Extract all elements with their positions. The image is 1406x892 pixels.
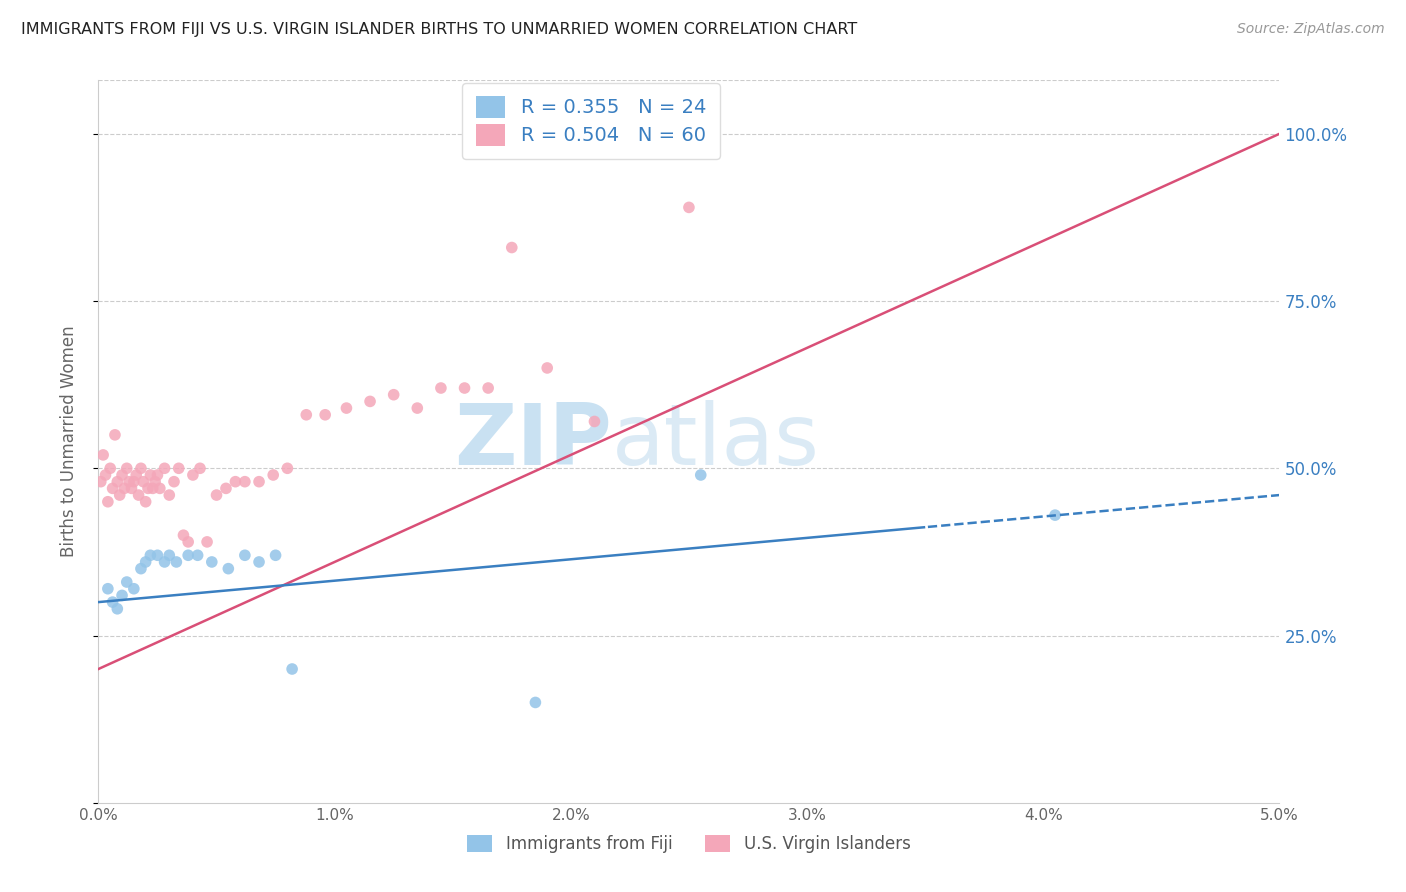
Point xyxy=(314,408,336,422)
Point xyxy=(125,467,148,482)
Text: Source: ZipAtlas.com: Source: ZipAtlas.com xyxy=(1237,22,1385,37)
Point xyxy=(233,548,256,563)
Point xyxy=(97,582,120,596)
Legend: Immigrants from Fiji, U.S. Virgin Islanders: Immigrants from Fiji, U.S. Virgin Island… xyxy=(461,828,917,860)
Point xyxy=(281,662,304,676)
Point xyxy=(105,475,128,489)
Point xyxy=(224,475,246,489)
Point xyxy=(132,475,155,489)
Point xyxy=(205,488,228,502)
Point xyxy=(187,548,209,563)
Point xyxy=(524,696,547,710)
Point xyxy=(128,488,150,502)
Point xyxy=(104,427,127,442)
Point xyxy=(167,461,190,475)
Point xyxy=(135,555,157,569)
Point xyxy=(295,408,318,422)
Point xyxy=(112,482,135,496)
Point xyxy=(146,467,169,482)
Point xyxy=(94,467,117,482)
Point xyxy=(129,461,152,475)
Point xyxy=(149,482,172,496)
Point xyxy=(172,528,194,542)
Point xyxy=(143,475,166,489)
Point xyxy=(1043,508,1066,523)
Point xyxy=(501,241,523,255)
Text: IMMIGRANTS FROM FIJI VS U.S. VIRGIN ISLANDER BIRTHS TO UNMARRIED WOMEN CORRELATI: IMMIGRANTS FROM FIJI VS U.S. VIRGIN ISLA… xyxy=(21,22,858,37)
Point xyxy=(121,482,143,496)
Point xyxy=(108,488,131,502)
Point xyxy=(359,394,381,409)
Point xyxy=(101,482,124,496)
Point xyxy=(115,575,138,590)
Point xyxy=(247,475,270,489)
Point xyxy=(583,414,606,428)
Point xyxy=(111,589,134,603)
Point xyxy=(115,461,138,475)
Point xyxy=(215,482,238,496)
Point xyxy=(157,548,180,563)
Point xyxy=(91,448,114,462)
Point xyxy=(247,555,270,569)
Point xyxy=(101,595,124,609)
Point xyxy=(233,475,256,489)
Text: ZIP: ZIP xyxy=(454,400,612,483)
Point xyxy=(335,401,357,416)
Point xyxy=(105,602,128,616)
Point xyxy=(118,475,141,489)
Point xyxy=(195,534,218,549)
Point xyxy=(153,555,176,569)
Point xyxy=(430,381,453,395)
Point xyxy=(262,467,284,482)
Point xyxy=(477,381,499,395)
Point xyxy=(153,461,176,475)
Point xyxy=(129,562,152,576)
Point xyxy=(382,387,405,401)
Point xyxy=(146,548,169,563)
Point xyxy=(157,488,180,502)
Point xyxy=(136,482,159,496)
Point xyxy=(406,401,429,416)
Point xyxy=(142,482,165,496)
Point xyxy=(536,361,558,376)
Point xyxy=(165,555,187,569)
Point xyxy=(122,475,145,489)
Point xyxy=(177,534,200,549)
Point xyxy=(453,381,475,395)
Point xyxy=(689,467,711,482)
Point xyxy=(139,467,162,482)
Point xyxy=(90,475,112,489)
Point xyxy=(122,582,145,596)
Point xyxy=(181,467,204,482)
Y-axis label: Births to Unmarried Women: Births to Unmarried Women xyxy=(59,326,77,558)
Point xyxy=(678,201,700,215)
Point xyxy=(111,467,134,482)
Point xyxy=(177,548,200,563)
Text: atlas: atlas xyxy=(612,400,820,483)
Point xyxy=(98,461,121,475)
Point xyxy=(217,562,239,576)
Point xyxy=(276,461,298,475)
Point xyxy=(135,494,157,508)
Point xyxy=(188,461,211,475)
Point xyxy=(139,548,162,563)
Point xyxy=(97,494,120,508)
Point xyxy=(264,548,287,563)
Point xyxy=(201,555,224,569)
Point xyxy=(163,475,186,489)
